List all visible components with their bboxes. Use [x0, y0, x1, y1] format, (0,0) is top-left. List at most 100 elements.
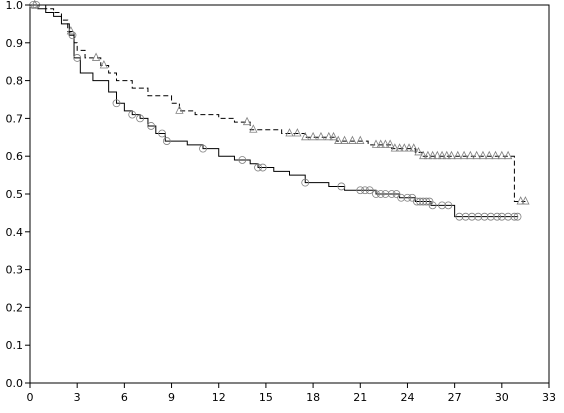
survival-curve-2: [30, 4, 526, 203]
censor-marker: [329, 131, 338, 141]
censor-marker: [386, 139, 395, 148]
censor-marker: [324, 131, 333, 141]
censor-marker: [404, 143, 414, 152]
censor-marker: [497, 212, 506, 221]
censor-marker: [466, 150, 475, 160]
censor-marker: [340, 135, 349, 144]
censor-marker: [497, 150, 506, 160]
x-tick-label: 24: [400, 391, 414, 404]
series-2: [30, 0, 530, 205]
censor-marker: [337, 182, 346, 191]
censor-marker: [419, 150, 428, 160]
censor-marker: [414, 147, 423, 156]
y-tick-label: 0.0: [6, 377, 24, 390]
censor-marker: [376, 139, 385, 148]
y-tick-label: 0.3: [6, 264, 24, 277]
y-tick-label: 0.9: [6, 37, 24, 50]
censor-marker: [513, 212, 522, 221]
censor-marker: [428, 150, 437, 160]
y-tick-label: 0.8: [6, 75, 24, 88]
plot-frame: [29, 4, 550, 384]
censor-marker: [504, 212, 513, 221]
censor-marker: [249, 124, 258, 133]
censor-marker: [128, 110, 137, 119]
y-tick-label: 1.0: [6, 0, 24, 12]
x-tick-label: 33: [542, 391, 556, 404]
y-tick-label: 0.4: [6, 226, 24, 239]
censor-marker: [387, 190, 396, 198]
censor-marker: [381, 190, 390, 198]
censor-marker: [459, 150, 469, 160]
censor-marker: [301, 178, 310, 187]
censor-marker: [308, 131, 318, 141]
censor-marker: [162, 137, 171, 145]
plot-area: [29, 0, 550, 384]
censor-marker: [403, 193, 412, 202]
censor-marker: [447, 150, 456, 160]
censor-marker: [493, 212, 502, 221]
y-tick-label: 0.1: [6, 339, 24, 352]
censor-marker: [301, 131, 310, 141]
censor-marker: [444, 201, 453, 210]
x-tick-label: 21: [353, 391, 367, 404]
censor-marker: [254, 163, 262, 172]
y-tick-label: 0.2: [6, 301, 24, 314]
censor-marker: [293, 128, 302, 137]
censor-marker: [348, 135, 357, 144]
censor-marker: [409, 143, 418, 152]
censor-marker: [400, 143, 409, 152]
y-axis: 0.0 0.1 0.2 0.3 0.4 0.5 0.6 0.7 0.8 0.9 1.0: [6, 0, 30, 390]
censor-marker: [365, 186, 374, 195]
censor-marker: [390, 143, 400, 152]
y-tick-label: 0.7: [6, 112, 24, 125]
censor-marker: [372, 190, 380, 198]
censor-marker: [392, 190, 401, 198]
censor-marker: [455, 212, 464, 221]
x-tick-label: 15: [259, 391, 273, 404]
censor-marker: [486, 212, 495, 221]
censor-marker: [397, 193, 406, 202]
censor-marker: [480, 212, 489, 221]
censor-marker: [175, 105, 184, 114]
x-tick-label: 18: [306, 391, 320, 404]
censor-marker: [428, 201, 437, 210]
censor-marker: [371, 139, 381, 148]
censor-marker: [474, 212, 483, 221]
censor-marker: [510, 212, 519, 221]
censor-marker: [158, 129, 167, 138]
censor-marker: [423, 150, 433, 160]
censor-marker: [147, 122, 156, 130]
censor-marker: [491, 150, 500, 160]
x-tick-label: 12: [212, 391, 226, 404]
censor-marker: [136, 114, 144, 123]
censor-marker: [419, 197, 428, 206]
censor-marker: [395, 143, 404, 152]
censor-marker: [485, 150, 494, 160]
survival-curve-1: [30, 4, 518, 218]
censor-marker: [412, 197, 421, 206]
censor-marker: [73, 54, 82, 62]
censor-marker: [66, 26, 76, 35]
censor-marker: [422, 197, 431, 206]
censor-marker: [478, 150, 488, 160]
censor-marker: [99, 60, 109, 69]
censor-marker: [453, 150, 462, 160]
censor-marker: [316, 131, 326, 141]
censor-marker: [285, 128, 294, 137]
censor-marker: [461, 212, 470, 221]
x-tick-label: 9: [168, 391, 175, 404]
censor-marker: [381, 139, 390, 148]
x-axis: 0 3 6 9 12 15 18 21 24 27 30 33: [27, 383, 556, 404]
censor-marker: [438, 201, 446, 210]
censor-marker: [437, 150, 447, 160]
censor-marker: [238, 156, 247, 164]
censor-marker: [242, 116, 252, 126]
x-tick-label: 27: [448, 391, 462, 404]
censor-marker: [433, 150, 442, 160]
x-tick-label: 30: [495, 391, 509, 404]
censor-marker: [416, 197, 424, 206]
x-tick-label: 0: [27, 391, 34, 404]
censor-marker: [468, 212, 476, 221]
x-tick-label: 6: [121, 391, 128, 404]
